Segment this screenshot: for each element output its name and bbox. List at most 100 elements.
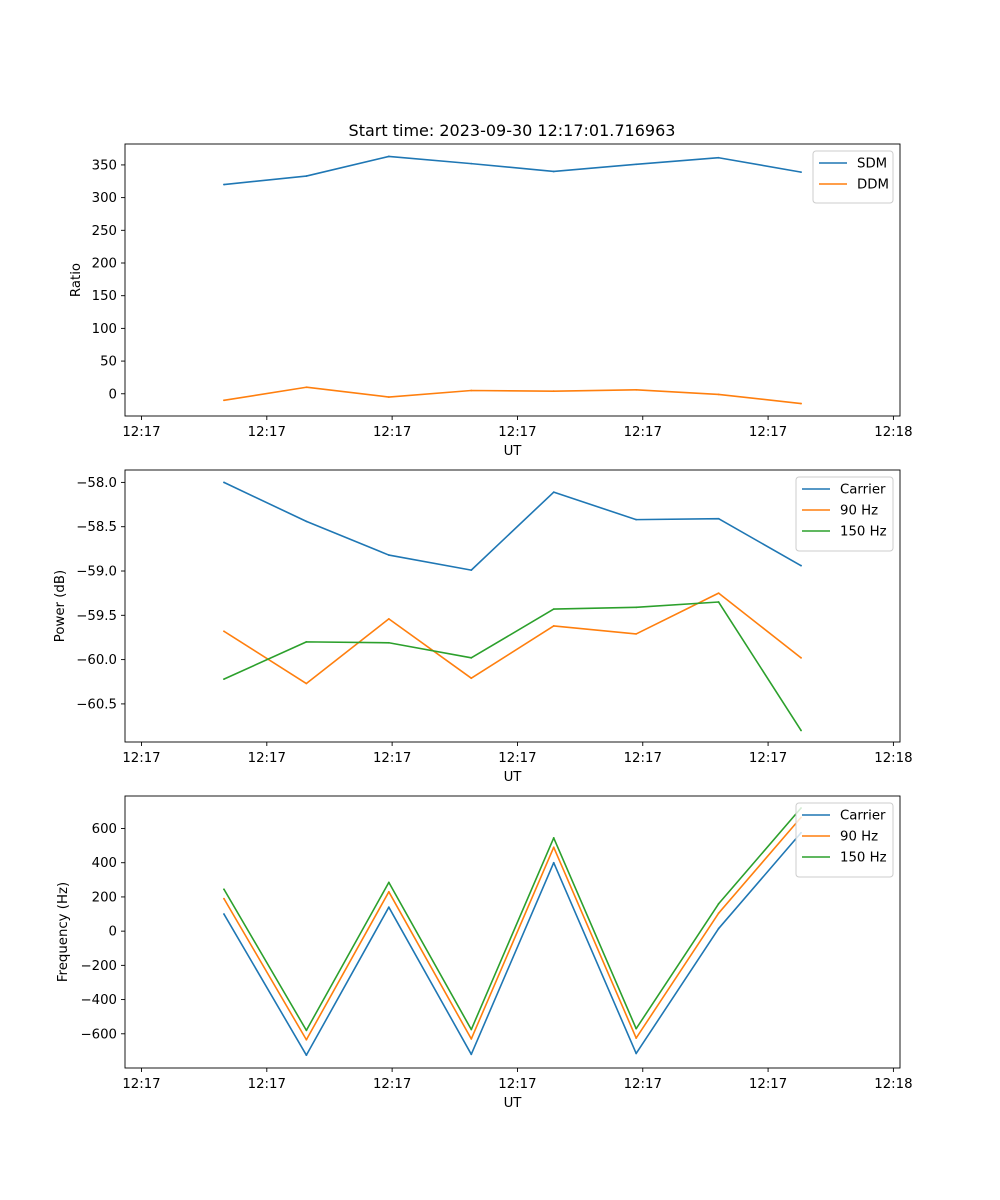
data-point-carrier (552, 861, 555, 864)
data-point-carrier (635, 518, 638, 521)
chart-panel-2: 12:17 12:17 12:17 12:17 12:17 12:17 12:18 −58.0… (53, 469, 913, 785)
series-line-150-hz (223, 601, 802, 731)
y-tick-label: 600 (92, 822, 117, 837)
data-point-carrier (387, 554, 390, 556)
plot-area (124, 469, 901, 743)
x-tick-label: 12:17 (248, 1077, 286, 1092)
y-tick-label: 250 (92, 224, 117, 239)
data-point-90-hz (305, 682, 308, 685)
legend-box (795, 802, 894, 878)
x-tick-label: 12:17 (373, 1077, 411, 1092)
data-point-150-hz (800, 729, 802, 732)
legend-label: 90 Hz (840, 830, 878, 845)
data-point-ddm (305, 386, 308, 389)
data-point-carrier (223, 913, 225, 915)
legend: Carrier 90 Hz 150 Hz (795, 476, 894, 552)
chart-panel-1: 12:17 12:17 12:17 12:17 12:17 12:17 12:18 0 50 10… (69, 143, 913, 459)
data-point-sdm (223, 183, 225, 186)
panels: 12:17 12:17 12:17 12:17 12:17 12:17 12:18 0 50 10… (53, 143, 913, 1111)
y-axis-label: Frequency (Hz) (56, 882, 71, 982)
legend-label: SDM (857, 157, 887, 172)
data-point-90-hz (470, 1038, 473, 1040)
legend-label: 90 Hz (840, 504, 878, 519)
plot-area (124, 143, 901, 417)
y-tick-label: 150 (92, 289, 117, 304)
data-point-carrier (305, 520, 308, 523)
data-point-150-hz (717, 902, 720, 905)
data-point-ddm (552, 390, 555, 393)
x-tick-label: 12:17 (498, 1077, 536, 1092)
data-point-carrier (635, 1052, 638, 1055)
y-axis-label: Power (dB) (53, 570, 68, 642)
data-point-ddm (387, 396, 390, 398)
data-point-sdm (305, 175, 308, 177)
data-point-carrier (552, 491, 555, 494)
y-tick-label: 200 (92, 257, 117, 272)
data-point-carrier (470, 1053, 473, 1056)
y-tick-label: −400 (80, 993, 117, 1008)
legend: SDM DDM (812, 150, 894, 204)
x-axis-label: UT (504, 770, 523, 785)
data-point-carrier (800, 564, 802, 567)
data-point-carrier (387, 906, 390, 909)
y-axis-label: Ratio (69, 263, 84, 297)
chart-title: Start time: 2023-09-30 12:17:01.716963 (349, 121, 676, 140)
x-tick-label: 12:17 (749, 425, 787, 440)
legend-label: DDM (857, 178, 889, 193)
data-point-150-hz (470, 656, 473, 659)
data-point-90-hz (717, 912, 720, 915)
y-tick-label: 50 (100, 355, 117, 370)
data-point-150-hz (717, 601, 720, 603)
data-point-carrier (717, 517, 720, 520)
series-line-150-hz (223, 807, 802, 1032)
y-tick-label: 0 (109, 925, 117, 940)
y-tick-label: −58.5 (76, 520, 117, 535)
y-tick-label: 350 (92, 158, 117, 173)
x-tick-label: 12:17 (749, 751, 787, 766)
data-point-150-hz (223, 678, 225, 680)
x-tick-label: 12:17 (498, 751, 536, 766)
x-tick-label: 12:17 (248, 425, 286, 440)
legend-box (812, 150, 894, 204)
data-point-carrier (223, 481, 225, 484)
data-point-90-hz (470, 677, 473, 680)
data-point-sdm (552, 170, 555, 173)
data-point-carrier (470, 569, 473, 572)
y-tick-label: −600 (80, 1027, 117, 1042)
x-tick-label: 12:18 (874, 751, 912, 766)
data-point-150-hz (387, 881, 390, 884)
x-tick-label: 12:17 (373, 425, 411, 440)
legend-label: Carrier (840, 483, 886, 498)
series-line-carrier (223, 481, 802, 571)
data-point-90-hz (552, 625, 555, 627)
data-point-150-hz (387, 641, 390, 644)
x-axis-label: UT (504, 444, 523, 459)
data-point-ddm (800, 402, 802, 405)
data-point-carrier (717, 927, 720, 930)
data-point-sdm (387, 155, 390, 158)
x-tick-label: 12:17 (749, 1077, 787, 1092)
y-tick-label: −59.5 (76, 609, 117, 624)
y-tick-label: 300 (92, 191, 117, 206)
y-tick-label: 400 (92, 856, 117, 871)
data-point-150-hz (635, 606, 638, 609)
data-point-90-hz (635, 1037, 638, 1039)
series-line-carrier (223, 832, 802, 1056)
data-point-90-hz (800, 656, 802, 659)
x-tick-label: 12:17 (248, 751, 286, 766)
y-tick-label: −60.0 (76, 653, 117, 668)
data-point-sdm (800, 171, 802, 174)
series-line-90-hz (223, 816, 802, 1041)
y-tick-label: −58.0 (76, 476, 117, 491)
data-point-sdm (717, 156, 720, 159)
x-tick-label: 12:17 (122, 1077, 160, 1092)
chart-panel-3: 12:17 12:17 12:17 12:17 12:17 12:17 12:18 −600 −… (56, 795, 913, 1111)
data-point-150-hz (305, 640, 308, 643)
x-tick-label: 12:17 (624, 1077, 662, 1092)
series-line-sdm (223, 155, 802, 186)
data-point-150-hz (552, 608, 555, 611)
y-tick-label: 0 (109, 387, 117, 402)
x-tick-label: 12:17 (498, 425, 536, 440)
y-tick-label: −60.5 (76, 697, 117, 712)
